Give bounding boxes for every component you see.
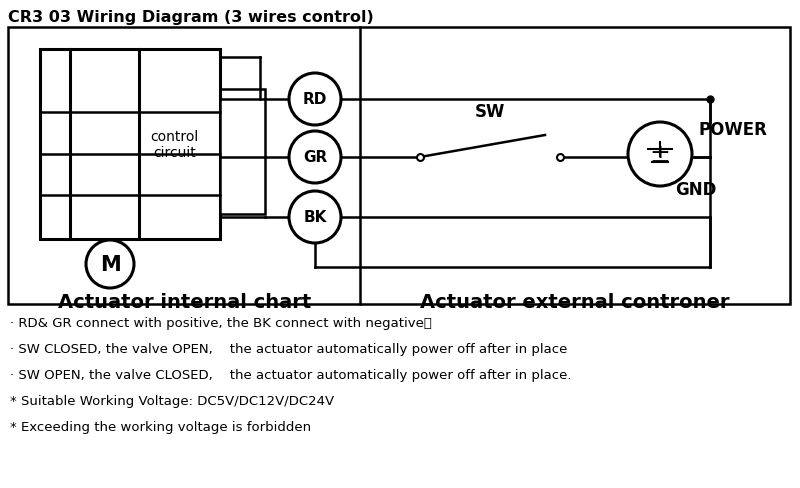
Text: control
circuit: control circuit xyxy=(150,130,198,160)
Bar xyxy=(40,50,220,240)
Text: · RD& GR connect with positive, the BK connect with negative。: · RD& GR connect with positive, the BK c… xyxy=(10,316,432,329)
Circle shape xyxy=(628,123,692,186)
Text: Actuator external controner: Actuator external controner xyxy=(420,292,730,311)
Circle shape xyxy=(289,192,341,244)
Text: RD: RD xyxy=(303,92,327,107)
Circle shape xyxy=(289,132,341,183)
Text: BK: BK xyxy=(303,210,326,225)
Text: Actuator internal chart: Actuator internal chart xyxy=(58,292,312,311)
Text: GND: GND xyxy=(675,181,716,199)
Text: SW: SW xyxy=(475,103,505,121)
Text: · SW OPEN, the valve CLOSED,    the actuator automatically power off after in pl: · SW OPEN, the valve CLOSED, the actuato… xyxy=(10,368,571,381)
Circle shape xyxy=(289,74,341,126)
Text: GR: GR xyxy=(303,150,327,165)
Bar xyxy=(8,28,790,305)
Text: · SW CLOSED, the valve OPEN,    the actuator automatically power off after in pl: · SW CLOSED, the valve OPEN, the actuato… xyxy=(10,342,567,355)
Text: CR3 03 Wiring Diagram (3 wires control): CR3 03 Wiring Diagram (3 wires control) xyxy=(8,10,374,25)
Text: M: M xyxy=(100,254,120,274)
Text: POWER: POWER xyxy=(698,121,767,139)
Text: ±: ± xyxy=(650,142,670,167)
Text: * Exceeding the working voltage is forbidden: * Exceeding the working voltage is forbi… xyxy=(10,420,311,433)
Bar xyxy=(220,90,265,215)
Text: * Suitable Working Voltage: DC5V/DC12V/DC24V: * Suitable Working Voltage: DC5V/DC12V/D… xyxy=(10,394,334,407)
Circle shape xyxy=(86,241,134,288)
